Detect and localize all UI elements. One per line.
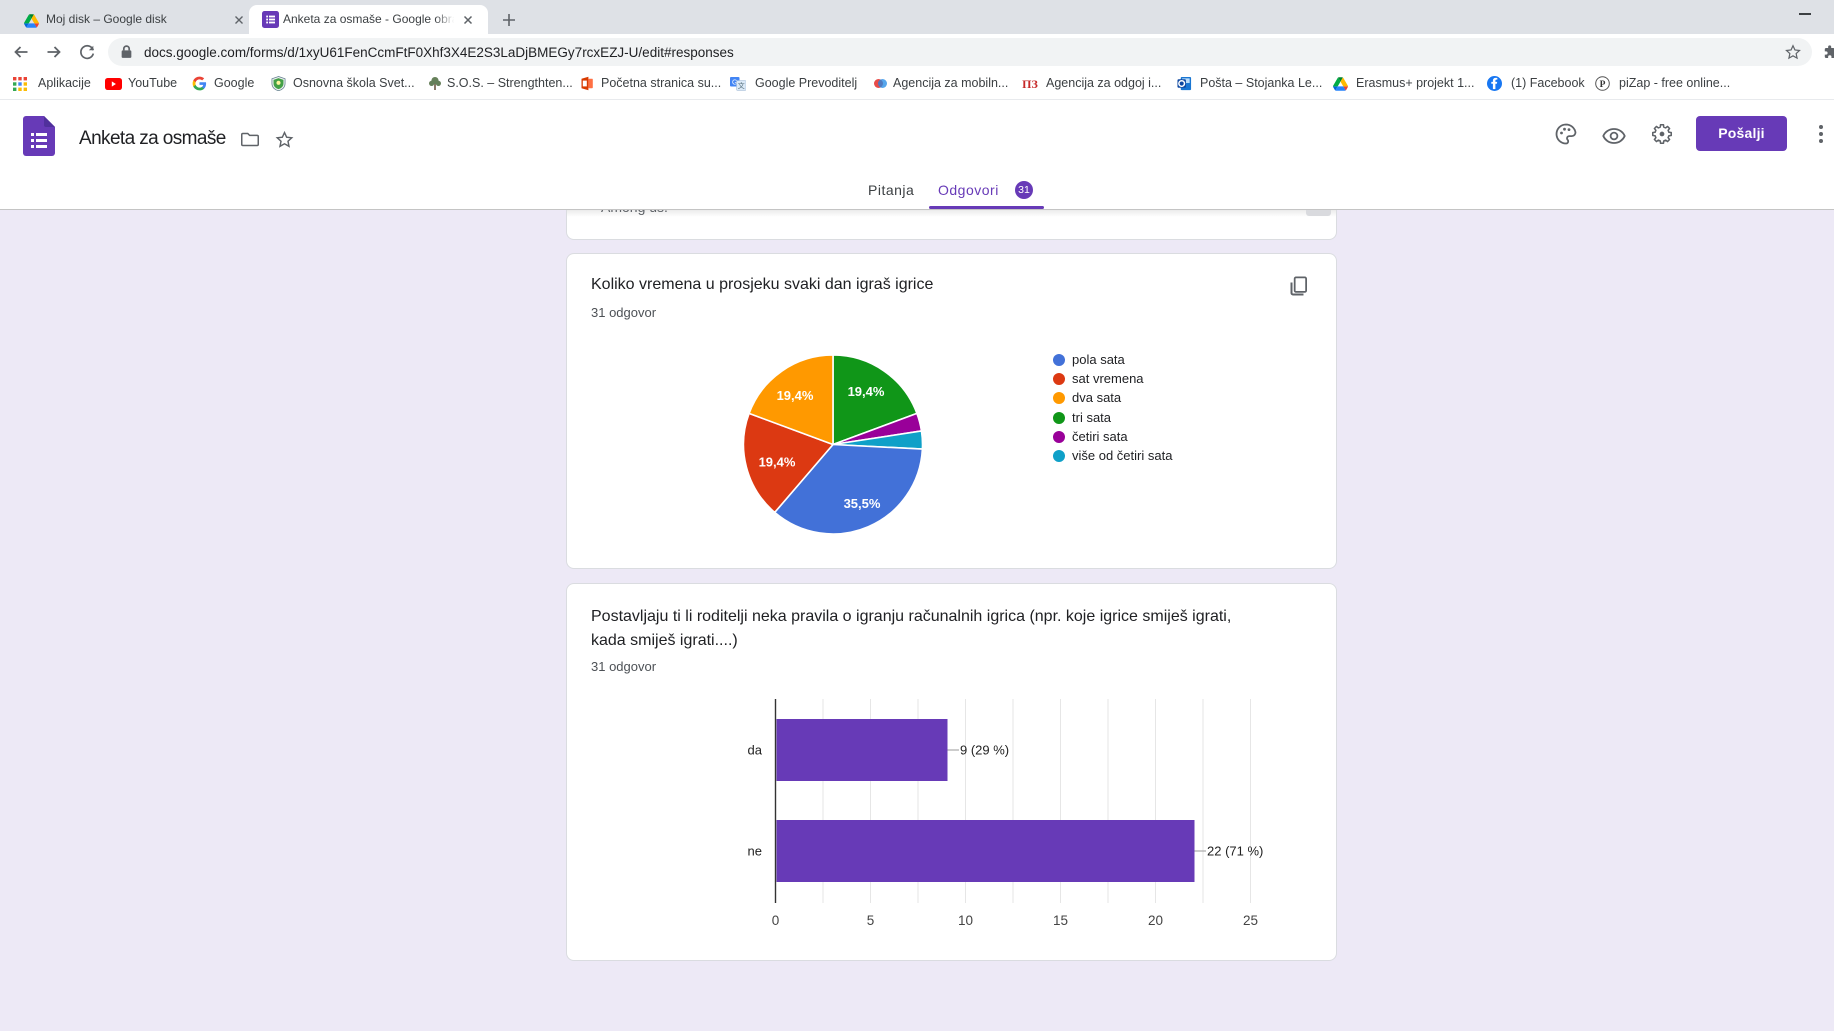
svg-text:文: 文 [738, 81, 745, 90]
svg-text:10: 10 [958, 913, 973, 928]
svg-text:P: P [1600, 80, 1606, 90]
svg-text:22 (71 %): 22 (71 %) [1207, 844, 1263, 859]
svg-text:25: 25 [1243, 913, 1258, 928]
svg-text:0: 0 [772, 913, 780, 928]
svg-text:ne: ne [748, 844, 762, 859]
svg-text:35,5%: 35,5% [844, 496, 881, 511]
svg-text:19,4%: 19,4% [777, 388, 814, 403]
svg-text:5: 5 [867, 913, 875, 928]
svg-text:da: da [748, 743, 763, 758]
svg-text:9 (29 %): 9 (29 %) [960, 743, 1009, 758]
svg-text:19,4%: 19,4% [848, 384, 885, 399]
svg-text:G: G [732, 79, 737, 86]
svg-text:15: 15 [1053, 913, 1068, 928]
svg-text:19,4%: 19,4% [759, 455, 796, 470]
svg-text:ПЗ: ПЗ [1022, 77, 1038, 91]
svg-text:20: 20 [1148, 913, 1163, 928]
